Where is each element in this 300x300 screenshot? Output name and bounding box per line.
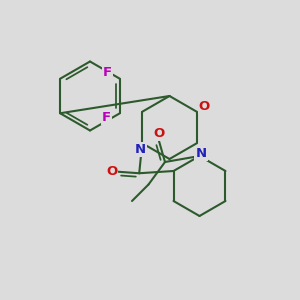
Text: O: O <box>199 100 210 113</box>
Text: N: N <box>195 147 207 160</box>
Text: F: F <box>102 111 111 124</box>
Text: O: O <box>153 127 165 140</box>
Text: N: N <box>135 143 146 156</box>
Text: F: F <box>103 66 112 79</box>
Text: O: O <box>106 165 117 178</box>
